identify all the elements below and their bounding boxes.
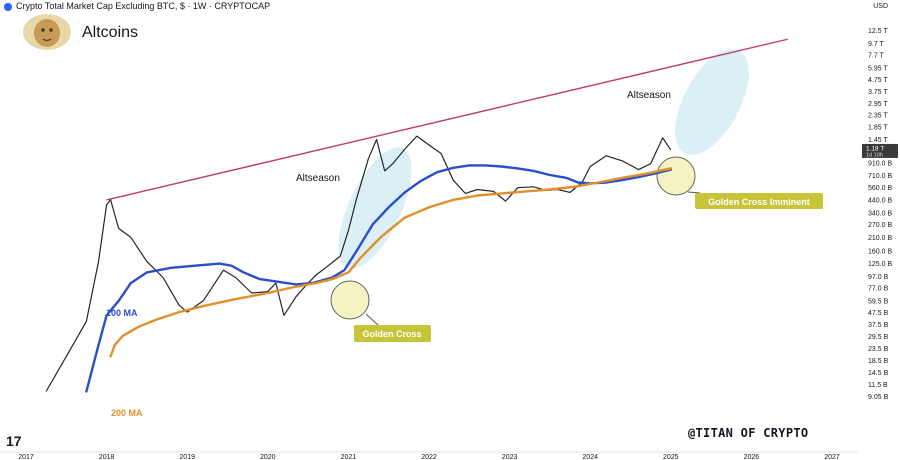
- golden-cross-connector: [365, 313, 379, 326]
- y-tick-label: 9.7 T: [868, 41, 885, 48]
- golden-cross-imminent-connector: [687, 191, 701, 194]
- y-tick-label: 97.0 B: [868, 274, 889, 281]
- x-tick-label: 2020: [260, 454, 276, 460]
- y-tick-label: 710.0 B: [868, 173, 892, 180]
- y-tick-label: 77.0 B: [868, 286, 889, 293]
- resistance-trendline[interactable]: [106, 38, 788, 201]
- price-line[interactable]: [45, 135, 672, 392]
- y-tick-label: 560.0 B: [868, 185, 892, 192]
- x-tick-label: 2023: [502, 454, 518, 460]
- ma200-label: 200 MA: [111, 408, 143, 418]
- x-axis[interactable]: 2017 2018 2019 2020 2021 2022 2023 2024 2025 2026…: [0, 451, 858, 460]
- golden-cross-circle: [330, 280, 370, 320]
- x-tick-label: 2018: [99, 454, 115, 460]
- golden-cross-imminent-box: [695, 193, 823, 209]
- y-tick-label: 160.0 B: [868, 249, 892, 256]
- golden-cross-label: Golden Cross: [362, 329, 421, 339]
- ma200-line[interactable]: [109, 167, 672, 358]
- x-tick-label: 2027: [824, 454, 840, 460]
- x-tick-label: 2022: [421, 454, 437, 460]
- y-tick-label: 37.5 B: [868, 322, 889, 329]
- lion-avatar-icon: [22, 13, 72, 51]
- golden-cross-box: [354, 325, 431, 342]
- y-tick-label: 1.45 T: [868, 137, 888, 144]
- y-tick-label: 340.0 B: [868, 210, 892, 217]
- symbol-status-icon: [4, 3, 12, 11]
- y-tick-label: 7.7 T: [868, 52, 885, 59]
- x-tick-label: 2024: [582, 454, 598, 460]
- y-tick-label: 440.0 B: [868, 197, 892, 204]
- y-tick-label: 11.5 B: [868, 382, 888, 389]
- y-tick-label: 270.0 B: [868, 222, 892, 229]
- x-tick-label: 2021: [341, 454, 357, 460]
- symbol-line[interactable]: Crypto Total Market Cap Excluding BTC, $…: [16, 1, 271, 11]
- last-price-value: 1.18 T: [866, 145, 884, 152]
- x-tick-label: 2025: [663, 454, 679, 460]
- altseason-ellipse-1: [338, 147, 412, 269]
- y-tick-label: 2.35 T: [868, 113, 888, 120]
- altseason-ellipse-2: [675, 49, 749, 155]
- x-tick-label: 2026: [744, 454, 760, 460]
- last-price-box: [862, 143, 898, 158]
- y-tick-label: 12.5 T: [868, 28, 888, 35]
- author-watermark: @TITAN OF CRYPTO: [688, 426, 809, 440]
- ma100-label: 100 MA: [106, 308, 138, 318]
- y-tick-label: 9.05 B: [868, 394, 889, 401]
- y-tick-label: 210.0 B: [868, 235, 892, 242]
- last-price-marker: 1.18 T1d 10h: [862, 143, 898, 158]
- y-tick-label: 3.75 T: [868, 89, 888, 96]
- y-tick-label: 1.85 T: [868, 125, 888, 132]
- last-price-countdown: 1d 10h: [866, 152, 883, 158]
- y-tick-label: 59.5 B: [868, 299, 889, 306]
- altseason-label-1: Altseason: [296, 173, 340, 184]
- y-tick-label: 18.5 B: [868, 358, 889, 365]
- chart-header: Crypto Total Market Cap Excluding BTC, $…: [0, 0, 860, 14]
- moving-averages[interactable]: [85, 164, 672, 393]
- altseason-label-2: Altseason: [627, 90, 671, 101]
- y-tick-label: 29.5 B: [868, 334, 889, 341]
- trendline[interactable]: [106, 38, 788, 201]
- altseason-shading: [330, 49, 749, 320]
- y-tick-label: 125.0 B: [868, 261, 892, 268]
- golden-cross-imminent-circle: [656, 156, 696, 196]
- ma100-line[interactable]: [85, 164, 672, 393]
- y-axis[interactable]: 12.5 T 9.7 T 7.7 T 5.95 T 4.75 T 3.75 T 2.95 T…: [868, 28, 892, 401]
- y-tick-label: 14.5 B: [868, 370, 889, 377]
- x-tick-label: 2017: [18, 454, 34, 460]
- brand-title: Altcoins: [82, 24, 139, 41]
- y-tick-label: 5.95 T: [868, 66, 888, 73]
- currency-label[interactable]: USD: [873, 3, 888, 10]
- y-tick-label: 4.75 T: [868, 77, 888, 84]
- tradingview-logo[interactable]: 17: [6, 433, 22, 449]
- price-series[interactable]: [45, 135, 672, 392]
- x-tick-label: 2019: [179, 454, 195, 460]
- golden-cross-imminent-label: Golden Cross Imminent: [708, 197, 810, 207]
- y-tick-label: 2.95 T: [868, 101, 888, 108]
- y-tick-label: 910.0 B: [868, 161, 892, 168]
- y-tick-label: 23.5 B: [868, 346, 889, 353]
- y-tick-label: 47.5 B: [868, 310, 889, 317]
